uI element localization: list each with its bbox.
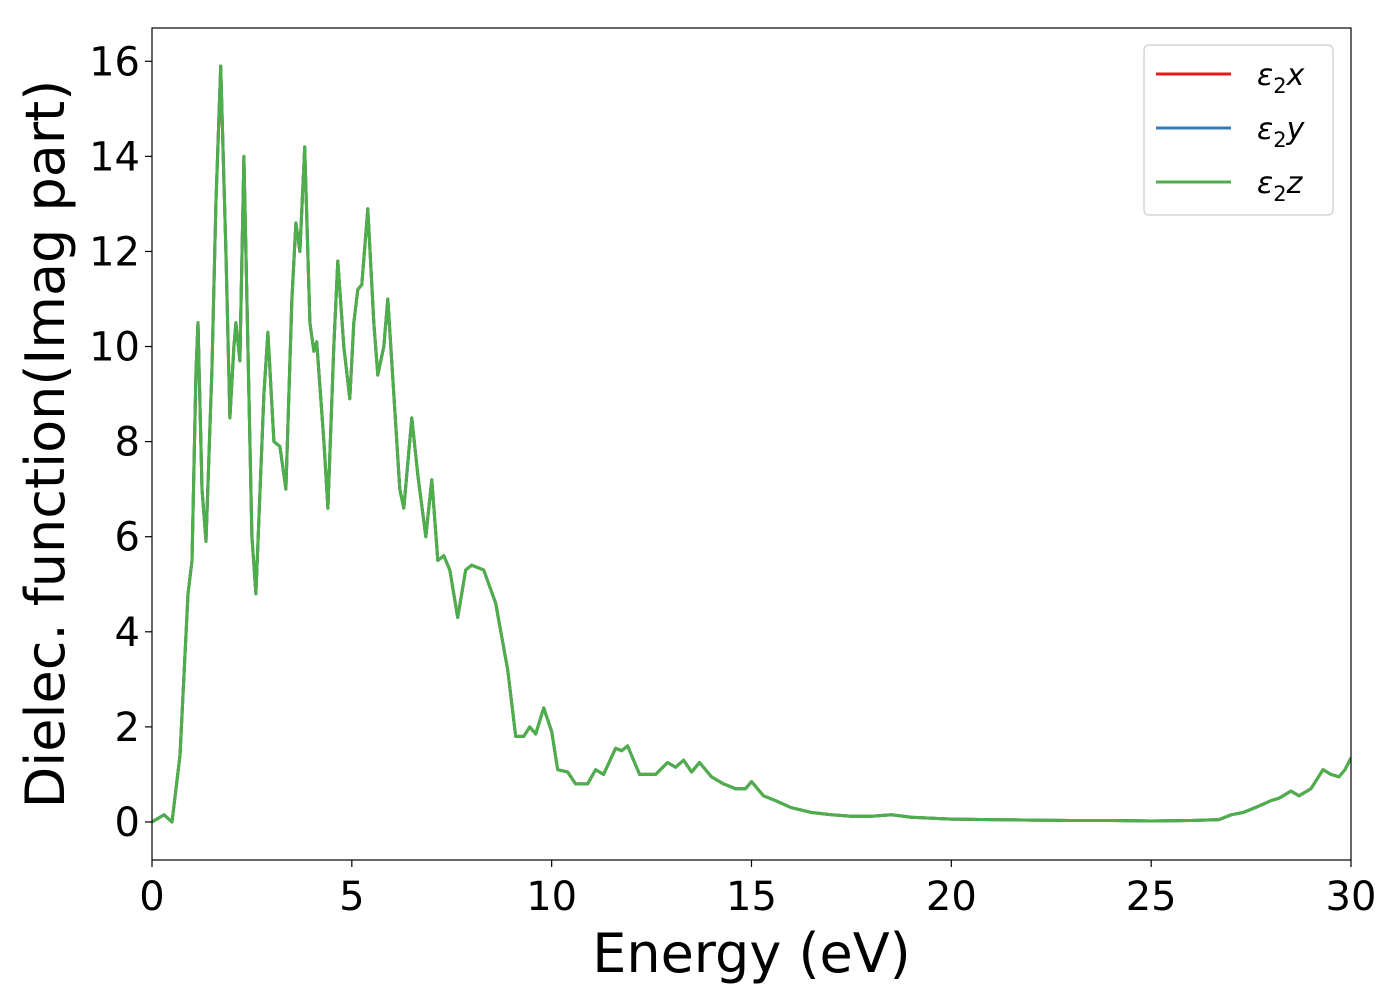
legend-label-x: ε2x [1257, 58, 1305, 98]
y-tick-label: 14 [89, 134, 140, 180]
y-axis-label: Dielec. function(Imag part) [14, 80, 77, 809]
x-tick-label: 30 [1326, 874, 1377, 920]
y-tick-label: 10 [89, 325, 140, 371]
y-tick-label: 2 [115, 705, 140, 751]
x-axis-label: Energy (eV) [592, 922, 911, 985]
y-tick-label: 0 [115, 800, 140, 846]
y-tick-label: 4 [115, 610, 140, 656]
y-tick-label: 8 [115, 420, 140, 466]
x-tick-label: 15 [726, 874, 777, 920]
series-line-z [152, 64, 1351, 824]
x-tick-label: 10 [526, 874, 577, 920]
x-tick-label: 25 [1126, 874, 1177, 920]
legend-label-y: ε2y [1257, 112, 1306, 152]
x-tick-label: 0 [139, 874, 164, 920]
y-tick-label: 16 [89, 39, 140, 85]
axis-ticks: 0 5 10 15 20 25 30 0 2 4 6 8 10 12 14 16 [89, 39, 1376, 920]
legend: ε2x ε2y ε2z [1143, 44, 1334, 216]
legend-box [1143, 44, 1334, 216]
y-tick-label: 12 [89, 229, 140, 275]
x-tick-label: 20 [926, 874, 977, 920]
y-tick-label: 6 [115, 515, 140, 561]
legend-label-z: ε2z [1257, 166, 1304, 206]
x-tick-label: 5 [339, 874, 364, 920]
